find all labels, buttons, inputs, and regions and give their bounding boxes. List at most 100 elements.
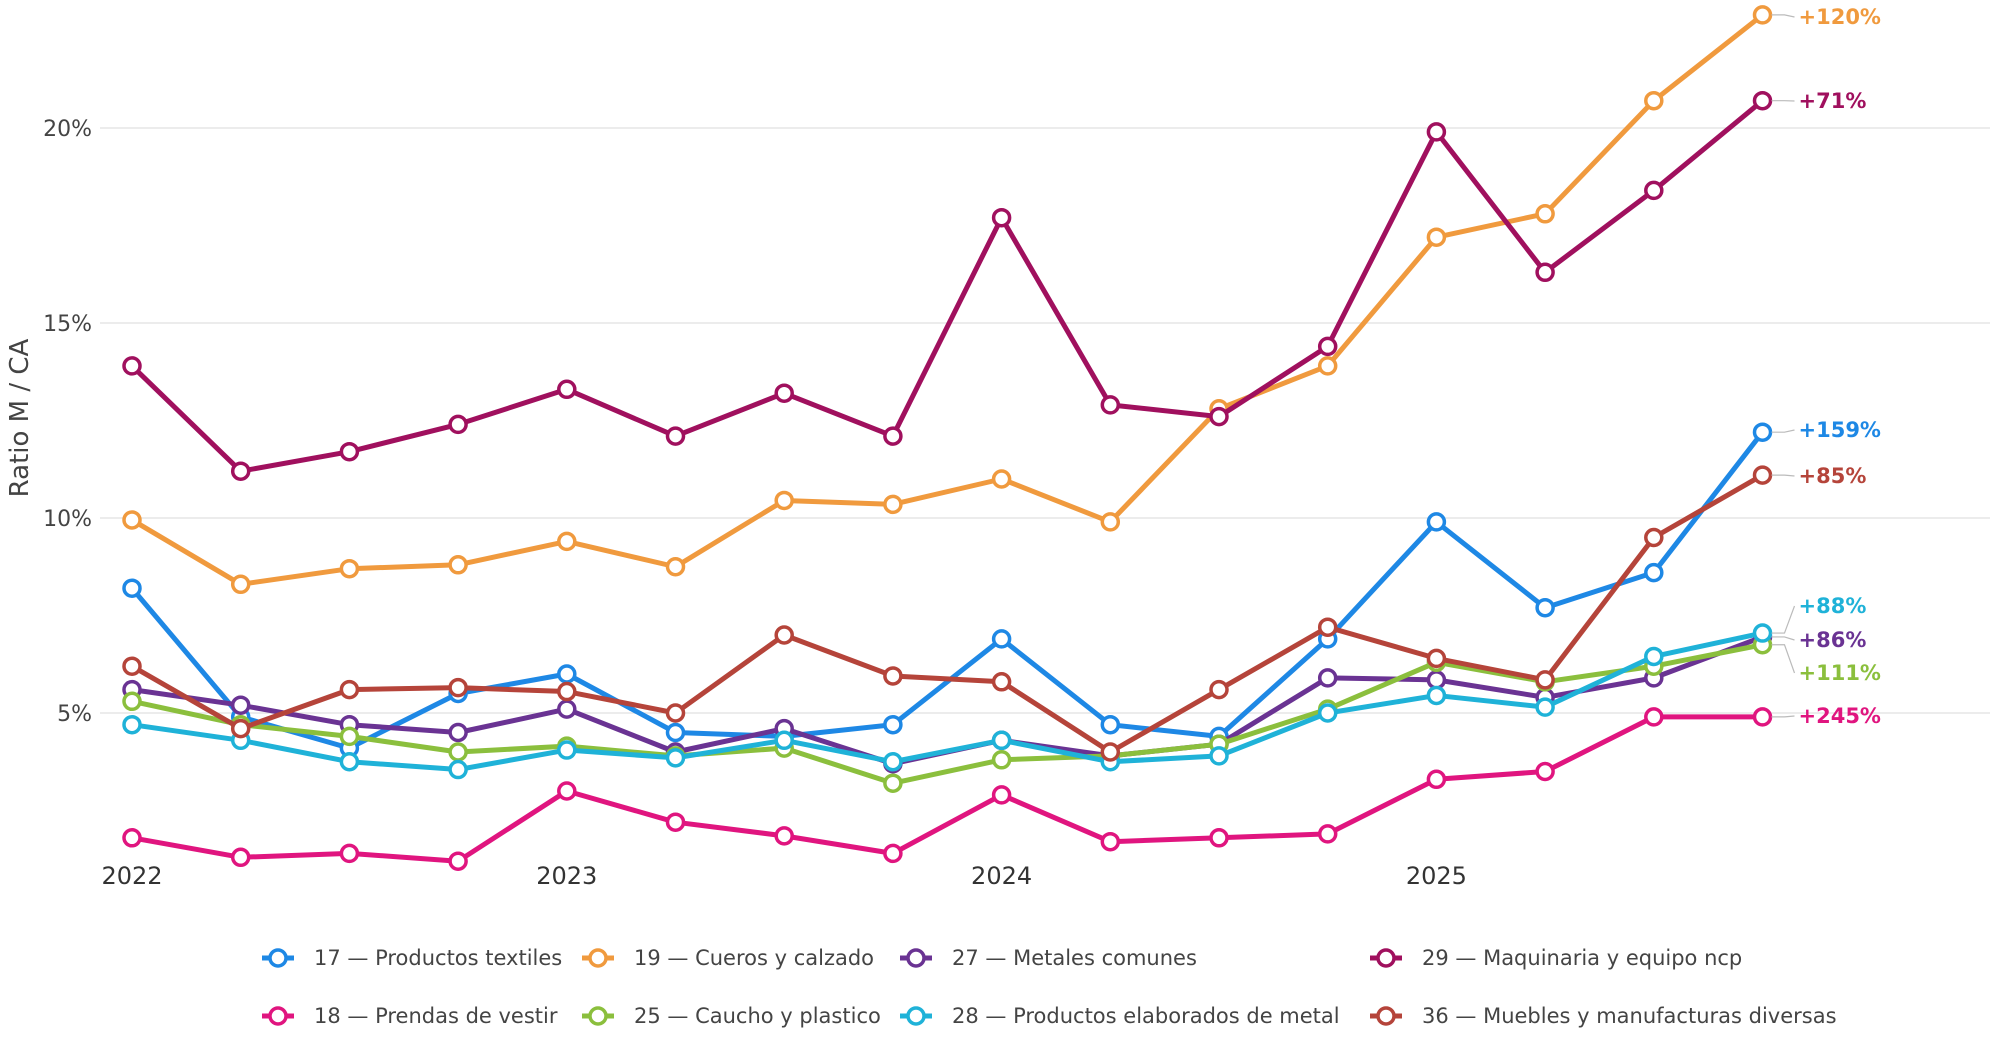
data-point <box>230 461 251 481</box>
data-point <box>557 664 577 684</box>
data-point <box>1317 703 1338 723</box>
data-point <box>774 826 794 846</box>
legend-swatch-marker <box>268 1006 288 1026</box>
data-point <box>1752 422 1773 442</box>
data-point <box>557 781 577 801</box>
legend-item: 19 — Cueros y calzado <box>582 946 874 970</box>
data-point <box>557 699 577 719</box>
data-point <box>230 718 251 739</box>
data-point <box>1100 512 1121 532</box>
series-line <box>129 429 1765 751</box>
legend-item: 36 — Muebles y manufacturas diversas <box>1370 1004 1837 1028</box>
series-7 <box>122 465 1773 762</box>
data-point <box>448 414 468 435</box>
data-point <box>230 847 251 868</box>
end-label-leader <box>1771 636 1795 641</box>
y-axis-title: Ratio M / CA <box>5 338 35 497</box>
data-point <box>339 558 360 579</box>
y-tick-label: 10% <box>43 507 92 532</box>
legend-swatch-marker <box>1376 948 1396 968</box>
data-point <box>1100 742 1121 762</box>
data-point <box>1752 707 1773 727</box>
data-point <box>1535 204 1555 224</box>
data-point <box>1209 406 1229 427</box>
legend-item: 29 — Maquinaria y equipo ncp <box>1370 946 1742 970</box>
data-point <box>122 656 142 676</box>
end-label: +245% <box>1799 704 1881 728</box>
data-point <box>1752 90 1773 111</box>
data-point <box>1535 597 1555 618</box>
data-point <box>339 679 360 700</box>
data-point <box>1644 527 1664 548</box>
data-point <box>1209 679 1229 700</box>
series-line <box>129 630 1765 773</box>
data-point <box>1426 769 1447 790</box>
x-tick-label: 2023 <box>536 862 597 890</box>
data-point <box>448 555 468 575</box>
legend-swatch-marker <box>906 948 926 968</box>
legend-label: 19 — Cueros y calzado <box>634 946 874 970</box>
data-point <box>1100 714 1121 735</box>
series-line <box>129 472 1765 755</box>
data-point <box>883 494 903 515</box>
data-point <box>122 356 142 376</box>
data-point <box>883 752 903 772</box>
data-point <box>1317 356 1338 376</box>
data-point <box>665 703 686 723</box>
series-line <box>129 12 1765 587</box>
legend-label: 36 — Muebles y manufacturas diversas <box>1422 1004 1837 1028</box>
end-label: +71% <box>1799 89 1867 113</box>
data-point <box>774 383 794 403</box>
series-4 <box>122 707 1773 871</box>
legend-swatch-marker <box>588 1006 608 1026</box>
y-tick-label: 15% <box>43 312 92 337</box>
series-5 <box>122 635 1773 793</box>
series-line <box>129 634 1765 767</box>
x-axis-ticks: 2022 2023 2024 2025 <box>101 862 1466 890</box>
end-label-leader <box>1771 605 1796 634</box>
data-point <box>991 629 1012 649</box>
data-point <box>1752 623 1773 643</box>
data-point <box>339 843 360 864</box>
data-point <box>557 681 577 702</box>
legend-label: 27 — Metales comunes <box>952 946 1197 970</box>
legend-item: 17 — Productos textiles <box>262 946 562 970</box>
data-point <box>448 722 468 743</box>
data-point <box>1317 617 1338 637</box>
legend-swatch-marker <box>588 948 608 968</box>
end-label: +85% <box>1799 464 1867 488</box>
data-point <box>1426 227 1447 247</box>
data-point <box>991 730 1012 751</box>
data-point <box>1100 831 1121 852</box>
data-point <box>1535 262 1555 283</box>
data-point <box>991 469 1012 489</box>
y-tick-label: 20% <box>43 117 92 142</box>
y-tick-label: 5% <box>57 702 92 727</box>
data-point <box>1426 670 1447 690</box>
legend-swatch-marker <box>1376 1006 1396 1026</box>
series-line <box>129 714 1765 864</box>
legend-item: 18 — Prendas de vestir <box>262 1004 558 1028</box>
data-point <box>774 625 794 645</box>
data-point <box>448 742 468 762</box>
data-point <box>1644 180 1664 201</box>
end-label-leader <box>1771 429 1795 433</box>
data-point <box>1535 670 1555 690</box>
data-point <box>991 672 1012 692</box>
data-point <box>122 828 142 848</box>
data-point <box>448 851 468 871</box>
data-point <box>665 748 686 768</box>
data-point <box>1317 824 1338 844</box>
legend-swatch-marker <box>906 1006 926 1026</box>
legend-item: 25 — Caucho y plastico <box>582 1004 881 1028</box>
end-label: +86% <box>1799 628 1867 652</box>
y-axis-ticks: 5% 10% 15% 20% <box>43 117 92 727</box>
data-point <box>122 578 142 598</box>
data-point <box>1100 395 1121 415</box>
legend-label: 25 — Caucho y plastico <box>634 1004 881 1028</box>
end-label: +159% <box>1799 418 1881 442</box>
data-point <box>1752 5 1773 25</box>
series-6 <box>122 623 1773 780</box>
data-point <box>339 726 360 747</box>
